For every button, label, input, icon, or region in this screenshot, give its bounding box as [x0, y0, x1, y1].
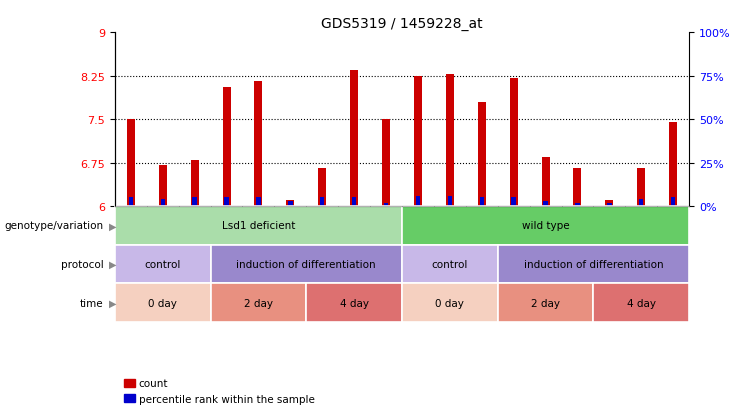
Bar [320, 198, 325, 206]
Bar [115, 206, 402, 245]
Bar [416, 196, 420, 206]
Bar [594, 284, 689, 322]
Bar [402, 245, 498, 284]
Legend: count, percentile rank within the sample: count, percentile rank within the sample [120, 374, 319, 408]
Bar [637, 169, 645, 206]
Bar [210, 245, 402, 284]
Bar [575, 203, 579, 206]
Bar [542, 157, 550, 206]
Bar [286, 201, 294, 206]
Text: induction of differentiation: induction of differentiation [236, 259, 376, 269]
Bar [402, 206, 689, 245]
Bar [350, 71, 358, 206]
Bar [222, 88, 230, 206]
Bar [306, 284, 402, 322]
Bar [498, 284, 594, 322]
Text: genotype/variation: genotype/variation [4, 221, 104, 231]
Bar [448, 196, 452, 206]
Bar [288, 201, 293, 206]
Bar [479, 198, 484, 206]
Bar [210, 284, 306, 322]
Text: 4 day: 4 day [339, 298, 368, 308]
Text: 2 day: 2 day [244, 298, 273, 308]
Text: ▶: ▶ [109, 259, 116, 269]
Bar [543, 201, 548, 206]
Bar [161, 199, 165, 206]
Bar [159, 166, 167, 206]
Text: control: control [432, 259, 468, 269]
Bar [605, 201, 614, 206]
Text: induction of differentiation: induction of differentiation [524, 259, 663, 269]
Bar [129, 198, 133, 206]
Bar [382, 120, 390, 206]
Bar [510, 79, 518, 206]
Text: 4 day: 4 day [627, 298, 656, 308]
Bar [671, 198, 675, 206]
Bar [256, 198, 261, 206]
Text: Lsd1 deficient: Lsd1 deficient [222, 221, 295, 231]
Bar [511, 198, 516, 206]
Bar [190, 160, 199, 206]
Bar [115, 245, 210, 284]
Bar [402, 284, 498, 322]
Text: ▶: ▶ [109, 221, 116, 231]
Text: 2 day: 2 day [531, 298, 560, 308]
Bar [607, 203, 611, 206]
Bar [318, 169, 326, 206]
Bar [574, 169, 582, 206]
Bar [446, 75, 453, 206]
Bar [127, 120, 135, 206]
Bar [254, 82, 262, 206]
Bar [384, 203, 388, 206]
Text: protocol: protocol [61, 259, 104, 269]
Text: wild type: wild type [522, 221, 569, 231]
Text: 0 day: 0 day [436, 298, 465, 308]
Bar [669, 123, 677, 206]
Text: 0 day: 0 day [148, 298, 177, 308]
Bar [225, 198, 229, 206]
Bar [478, 102, 486, 206]
Bar [115, 284, 210, 322]
Bar [639, 199, 643, 206]
Text: time: time [80, 298, 104, 308]
Title: GDS5319 / 1459228_at: GDS5319 / 1459228_at [321, 17, 483, 31]
Bar [414, 76, 422, 206]
Text: control: control [144, 259, 181, 269]
Text: ▶: ▶ [109, 298, 116, 308]
Bar [498, 245, 689, 284]
Bar [193, 198, 197, 206]
Bar [352, 198, 356, 206]
